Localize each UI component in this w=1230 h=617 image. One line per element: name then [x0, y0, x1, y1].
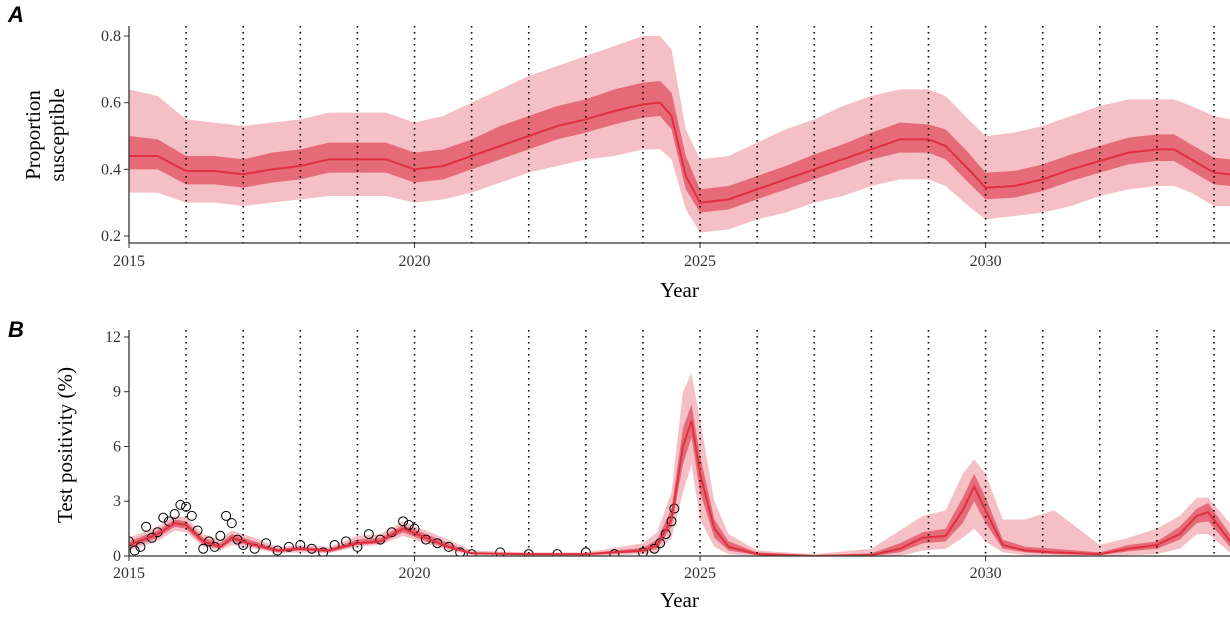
y-tick-label: 0.4	[101, 161, 121, 178]
x-tick-label: 2020	[399, 253, 431, 270]
observation	[363, 529, 374, 540]
observation	[403, 519, 414, 530]
observation	[158, 512, 169, 523]
median-line	[129, 101, 1230, 204]
observation	[181, 501, 192, 512]
x-axis-title: Year	[660, 278, 699, 302]
x-tick-label: 2025	[684, 253, 716, 270]
observation	[198, 543, 209, 554]
observation	[129, 536, 134, 547]
observation	[318, 547, 329, 556]
y-tick-label: 0.6	[101, 95, 121, 112]
observation	[129, 545, 140, 556]
observation	[215, 530, 226, 541]
panel-label: B	[8, 317, 24, 342]
x-tick-label: 2030	[970, 565, 1002, 582]
x-tick-label: 2025	[684, 565, 716, 582]
observation	[226, 518, 237, 529]
y-axis-title: Test positivity (%)	[53, 367, 77, 523]
plot-area	[129, 26, 1230, 243]
plot-area	[129, 330, 1230, 556]
observation	[141, 521, 152, 532]
observation	[443, 541, 454, 552]
x-tick-label: 2015	[113, 565, 145, 582]
x-tick-label: 2020	[399, 565, 431, 582]
observation	[609, 549, 620, 556]
panel-label: A	[7, 2, 24, 27]
observation	[580, 547, 591, 556]
x-tick-label: 2015	[113, 253, 145, 270]
median-line	[129, 420, 1230, 556]
y-tick-label: 3	[113, 493, 121, 510]
observation	[495, 547, 506, 556]
y-axis-title: susceptible	[45, 88, 69, 181]
observation	[186, 510, 197, 521]
y-tick-label: 6	[113, 438, 121, 455]
y-tick-label: 9	[113, 384, 121, 401]
observation	[175, 499, 186, 510]
observation	[221, 510, 232, 521]
observation	[169, 509, 180, 520]
x-axis-title: Year	[660, 588, 699, 612]
interval-band	[129, 404, 1230, 556]
observation	[135, 541, 146, 552]
observation	[637, 547, 648, 556]
observation	[232, 534, 243, 545]
y-tick-label: 0.2	[101, 228, 121, 245]
x-tick-label: 2030	[970, 253, 1002, 270]
y-axis-title: Proportion	[21, 90, 45, 180]
y-tick-label: 0	[113, 548, 121, 565]
observation	[283, 541, 294, 552]
observation	[398, 516, 409, 527]
y-tick-label: 12	[105, 329, 121, 346]
y-tick-label: 0.8	[101, 28, 121, 45]
